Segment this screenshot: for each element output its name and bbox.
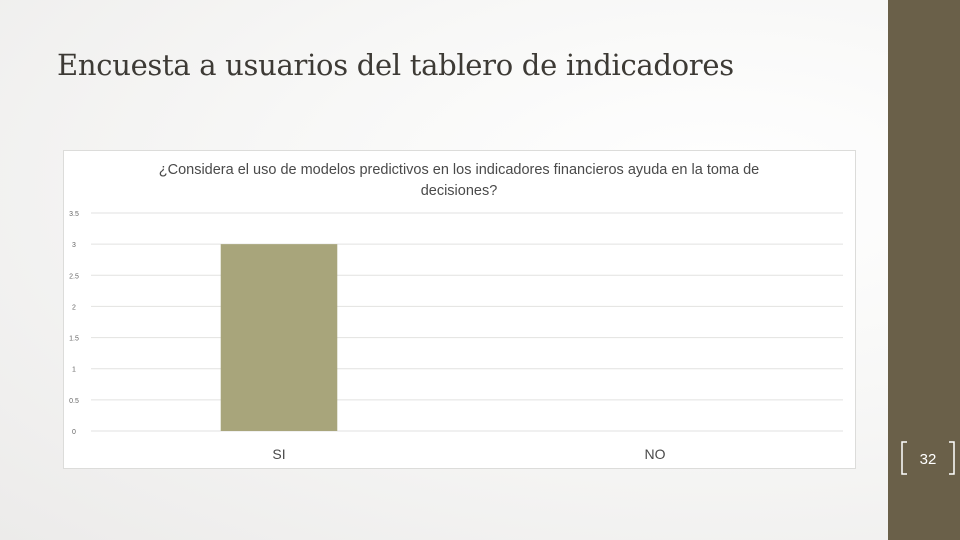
y-tick-label: 3 (72, 242, 76, 249)
chart-panel: ¿Considera el uso de modelos predictivos… (63, 150, 856, 469)
bar-chart: 0 0.5 1 1.5 2 2.5 3 3.5 SI NO (69, 211, 843, 462)
x-tick-label: SI (272, 446, 285, 462)
y-tick-label: 1.5 (69, 336, 79, 343)
y-tick-label: 2.5 (69, 273, 79, 280)
slide-title: Encuesta a usuarios del tablero de indic… (57, 48, 734, 82)
y-tick-label: 2 (72, 304, 76, 311)
accent-sidebar (888, 0, 960, 540)
bracket-frame-icon (901, 441, 955, 475)
y-tick-label: 1 (72, 367, 76, 374)
x-tick-label: NO (645, 446, 666, 462)
bar (220, 244, 338, 431)
page-number-badge: 32 (899, 440, 957, 480)
y-tick-label: 0 (72, 429, 76, 436)
y-tick-label: 0.5 (69, 398, 79, 405)
chart-title: ¿Considera el uso de modelos predictivos… (158, 162, 760, 199)
page-number: 32 (919, 451, 937, 468)
y-tick-label: 3.5 (69, 211, 79, 218)
